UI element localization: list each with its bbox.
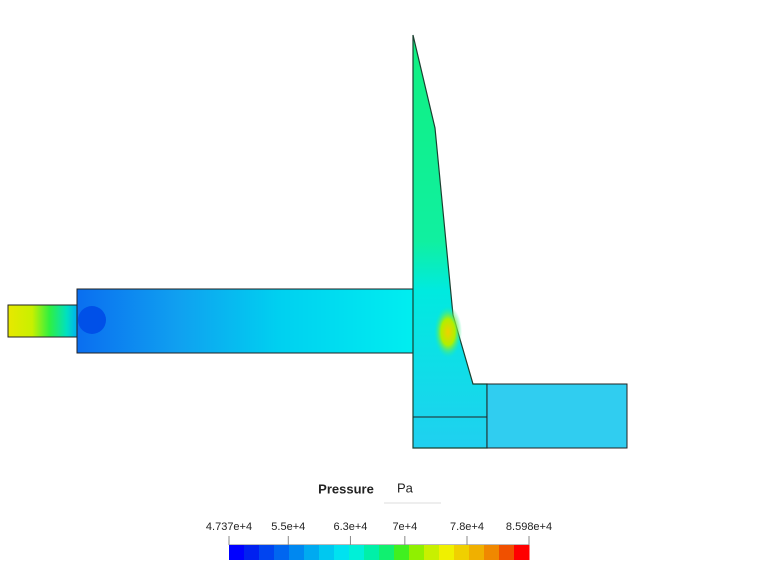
- colorbar: 4.737e+4 5.5e+4 6.3e+4 7e+4 7.8e+4 8.598e+4: [206, 521, 552, 560]
- colorbar-cell: [469, 545, 485, 560]
- colorbar-cell: [379, 545, 395, 560]
- colorbar-cell: [259, 545, 275, 560]
- colorbar-cell: [484, 545, 500, 560]
- main-pipe: [76, 288, 414, 354]
- colorbar-cell: [439, 545, 455, 560]
- colorbar-cell: [364, 545, 380, 560]
- tick-label: 6.3e+4: [333, 521, 367, 533]
- colorbar-cell: [514, 545, 530, 560]
- legend-unit[interactable]: Pa: [397, 480, 414, 495]
- colorbar-cell: [289, 545, 305, 560]
- colorbar-cell: [349, 545, 365, 560]
- legend-title: Pressure: [318, 481, 374, 496]
- high-pressure-zone: [434, 306, 462, 358]
- colorbar-cell: [229, 545, 245, 560]
- legend: Pressure Pa 4.737e+4 5.5e+4 6.3e+4 7e+4 7.8e…: [206, 480, 552, 560]
- tick-label: 7e+4: [392, 521, 417, 533]
- low-pressure-zone: [78, 306, 106, 334]
- colorbar-cell: [274, 545, 290, 560]
- inlet-pipe: [7, 304, 78, 338]
- colorbar-cell: [454, 545, 470, 560]
- colorbar-cell: [424, 545, 440, 560]
- colorbar-cell: [244, 545, 260, 560]
- tick-label: 7.8e+4: [450, 521, 484, 533]
- tick-label: 4.737e+4: [206, 521, 252, 533]
- colorbar-cell: [499, 545, 515, 560]
- tank: [412, 34, 488, 449]
- colorbar-cell: [409, 545, 425, 560]
- colorbar-cell: [304, 545, 320, 560]
- geometry: [7, 34, 628, 449]
- colorbar-cell: [319, 545, 335, 560]
- tick-label: 8.598e+4: [506, 521, 552, 533]
- tick-label: 5.5e+4: [271, 521, 305, 533]
- outlet-pipe: [486, 383, 628, 449]
- colorbar-cell: [334, 545, 350, 560]
- colorbar-cell: [394, 545, 410, 560]
